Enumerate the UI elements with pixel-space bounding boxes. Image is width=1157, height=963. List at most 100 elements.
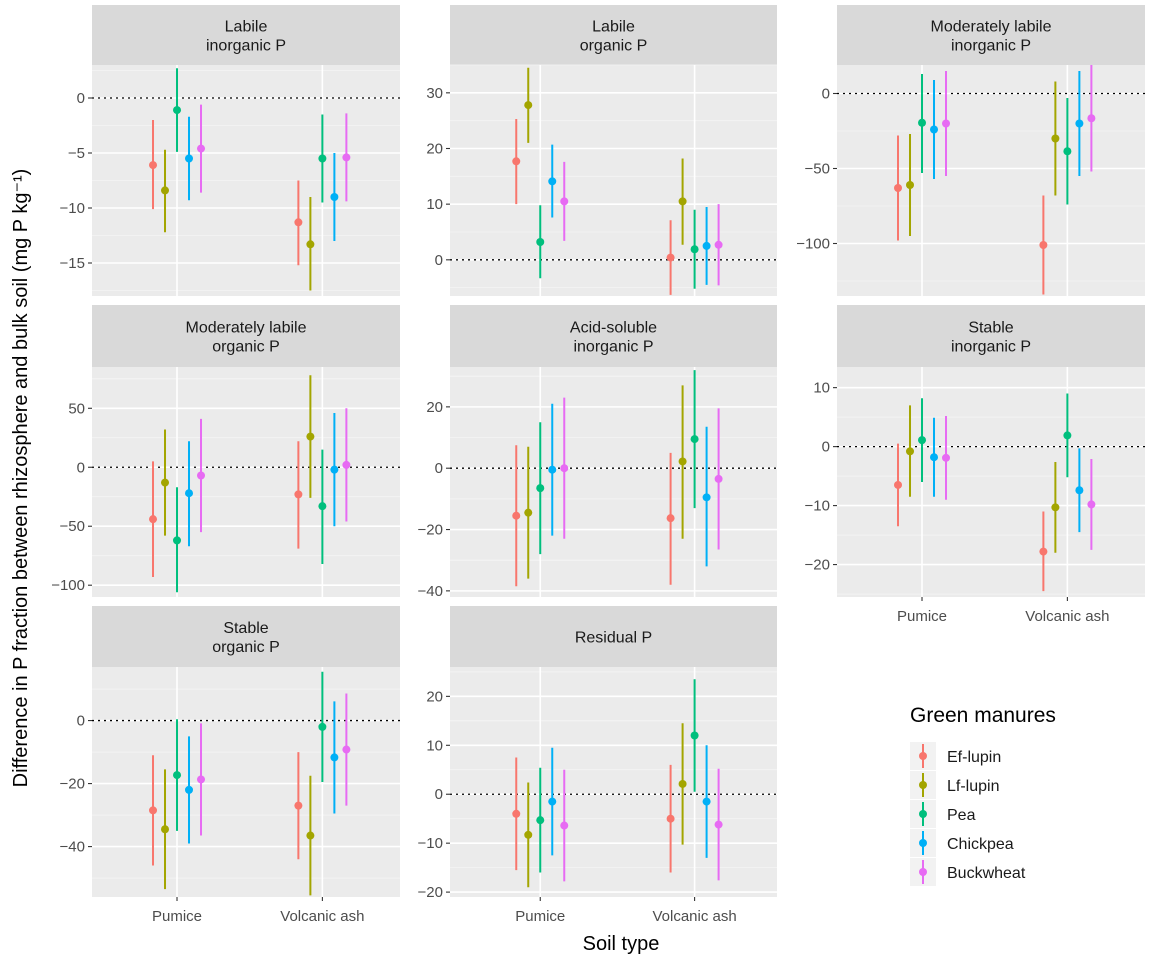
plot-background [450,367,777,597]
y-tick-label: −20 [418,884,443,901]
mean-point-buckwheat [560,197,569,206]
mean-point-ef-lupin [294,490,303,499]
mean-point-lf-lupin [678,457,687,466]
mean-point-pea [318,502,327,511]
mean-point-chickpea [702,493,711,502]
plot-background [450,667,777,897]
panel-strip [92,5,400,65]
y-tick-label: 0 [822,86,830,103]
mean-point-buckwheat [342,153,351,162]
mean-point-ef-lupin [894,480,903,489]
panel-title-line: organic P [580,38,648,55]
panel-strip [450,305,777,367]
panel-title-line: inorganic P [206,38,286,55]
panel-strip [450,5,777,65]
y-tick-label: −100 [796,236,830,253]
panel-4: Moderately labile organic P 50 0 −50 −100 [51,305,400,597]
mean-point-chickpea [1075,486,1084,495]
mean-point-pea [918,436,927,445]
y-tick-label: −100 [51,577,85,594]
panel-1: Labile inorganic P 0 −5 −10 −15 [60,5,400,296]
mean-point-chickpea [548,465,557,474]
mean-point-pea [318,722,327,731]
legend-key-point [919,810,927,818]
plot-background [837,65,1145,296]
panel-title-line: Moderately labile [931,19,1052,36]
mean-point-lf-lupin [306,240,315,249]
mean-point-lf-lupin [306,432,315,441]
legend-key-point [919,868,927,876]
mean-point-buckwheat [714,474,723,483]
mean-point-lf-lupin [524,830,533,839]
panel-7: Stable organic P 0 −20 −40 Pumice Volcanic ash [60,606,400,925]
y-tick-label: 30 [426,85,443,102]
panel-title-line: organic P [212,339,280,356]
mean-point-chickpea [330,753,339,762]
mean-point-chickpea [702,241,711,250]
mean-point-ef-lupin [149,515,158,524]
mean-point-buckwheat [197,471,206,480]
mean-point-buckwheat [942,453,951,462]
x-tick-label: Pumice [152,908,202,925]
panel-strip [450,606,777,667]
plot-background [92,367,400,597]
panel-8: Residual P 20 10 0 −10 −20 Pumice Volcanic ash [418,606,777,925]
mean-point-lf-lupin [1051,503,1060,512]
panel-title-line: Labile [592,19,635,36]
mean-point-pea [173,106,182,115]
y-tick-label: −10 [805,498,830,515]
y-tick-label: 10 [426,737,443,754]
x-tick-label: Pumice [897,608,947,625]
y-tick-label: −40 [418,583,443,600]
y-tick-label: −10 [418,835,443,852]
mean-point-pea [918,118,927,127]
y-tick-label: −20 [60,776,85,793]
mean-point-pea [536,238,545,247]
y-tick-label: 20 [426,688,443,705]
panel-title-line: Stable [968,320,1013,337]
mean-point-buckwheat [342,460,351,469]
mean-point-buckwheat [714,240,723,249]
x-axis-title: Soil type [583,933,660,955]
legend-label-ef-lupin: Ef-lupin [947,749,1001,766]
legend-key-point [919,752,927,760]
mean-point-lf-lupin [524,101,533,110]
mean-point-chickpea [185,489,194,498]
x-tick-label: Volcanic ash [1025,608,1109,625]
mean-point-buckwheat [560,821,569,830]
facet-panels: Labile inorganic P 0 −5 −10 −15 Labile organic … [51,5,1145,925]
mean-point-pea [173,536,182,545]
panel-strip [837,305,1145,367]
y-tick-label: −40 [60,839,85,856]
y-tick-label: 0 [435,252,443,269]
mean-point-ef-lupin [1039,241,1048,249]
mean-point-pea [1063,147,1072,156]
mean-point-ef-lupin [512,809,521,818]
mean-point-chickpea [930,125,939,134]
mean-point-buckwheat [342,745,351,754]
mean-point-lf-lupin [161,478,170,487]
mean-point-ef-lupin [512,511,521,520]
legend-key-point [919,781,927,789]
mean-point-ef-lupin [512,157,521,166]
x-tick-label: Volcanic ash [652,908,736,925]
mean-point-pea [318,154,327,163]
mean-point-chickpea [548,797,557,806]
mean-point-lf-lupin [161,825,170,834]
mean-point-pea [690,731,699,740]
mean-point-buckwheat [197,144,206,153]
mean-point-ef-lupin [666,814,675,823]
legend-label-pea: Pea [947,807,976,824]
mean-point-chickpea [1075,119,1084,128]
y-tick-label: 0 [77,459,85,476]
mean-point-chickpea [330,465,339,474]
panel-title-line: Labile [225,19,268,36]
mean-point-lf-lupin [161,186,170,195]
mean-point-ef-lupin [666,514,675,523]
mean-point-buckwheat [1087,500,1096,509]
mean-point-chickpea [330,193,339,201]
mean-point-ef-lupin [149,806,158,815]
mean-point-chickpea [185,154,194,163]
mean-point-pea [536,484,545,493]
